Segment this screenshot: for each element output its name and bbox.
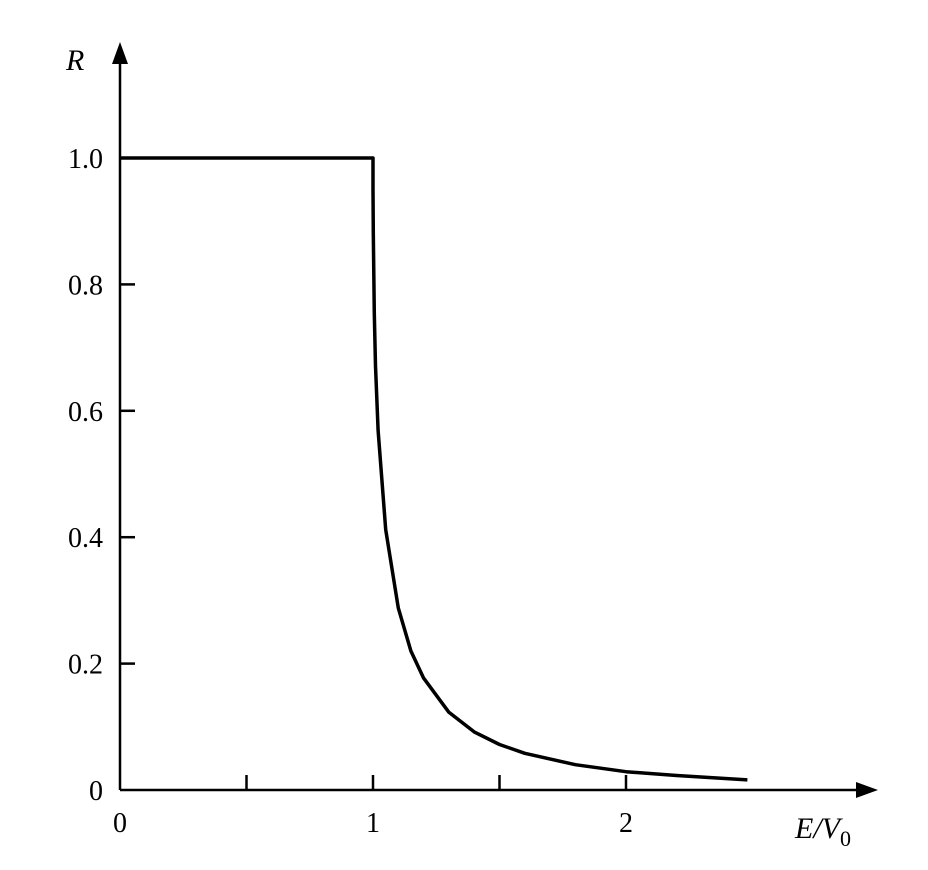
- y-axis-arrow-icon: [112, 42, 128, 64]
- x-axis-title-subscript: 0: [840, 826, 851, 851]
- x-axis-arrow-icon: [856, 782, 878, 798]
- x-tick-label: 1: [366, 808, 380, 839]
- x-axis-title-main: E/V: [794, 812, 844, 845]
- axes: [112, 42, 878, 798]
- y-axis-title: R: [65, 44, 84, 77]
- x-axis-title: E/V0: [794, 812, 851, 851]
- x-tick-label: 0: [113, 808, 127, 839]
- series-line-r: [120, 156, 748, 782]
- y-tick-label: 0: [89, 776, 103, 807]
- y-tick-label: 0.6: [68, 397, 103, 428]
- y-tick-label: 0.2: [68, 650, 103, 681]
- y-tick-label: 0.8: [68, 270, 103, 301]
- y-tick-label: 0.4: [68, 523, 103, 554]
- y-tick-label: 1.0: [68, 144, 103, 175]
- x-tick-label: 2: [619, 808, 633, 839]
